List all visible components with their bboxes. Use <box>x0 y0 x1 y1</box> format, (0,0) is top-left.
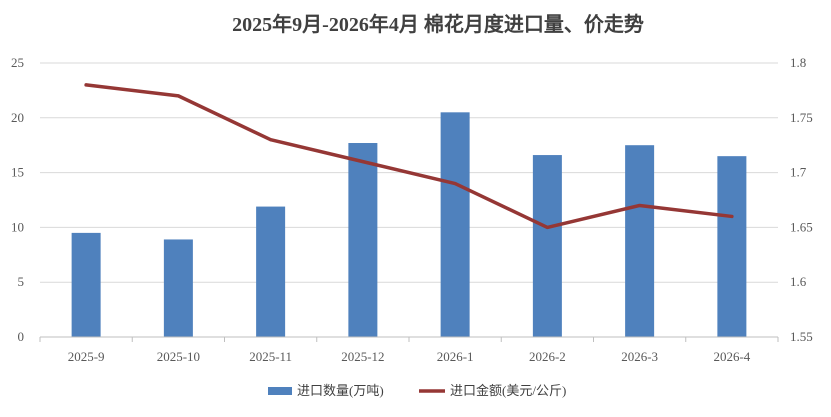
y-right-tick-label: 1.7 <box>790 165 807 180</box>
x-tick-label: 2026-4 <box>713 349 750 364</box>
line-point <box>176 94 180 98</box>
legend-label-line: 进口金额(美元/公斤) <box>450 383 566 398</box>
y-left-tick-label: 0 <box>18 329 25 344</box>
line-point <box>545 225 549 229</box>
chart-title: 2025年9月-2026年4月 棉花月度进口量、价走势 <box>232 12 644 36</box>
y-left-tick-label: 5 <box>18 274 25 289</box>
x-tick-label: 2025-10 <box>157 349 200 364</box>
y-right-tick-label: 1.6 <box>790 274 807 289</box>
x-tick-label: 2025-12 <box>341 349 384 364</box>
line-point <box>453 182 457 186</box>
x-tick-label: 2025-11 <box>249 349 292 364</box>
y-left-tick-label: 10 <box>11 219 24 234</box>
line-layer <box>84 83 734 230</box>
bar <box>163 239 193 337</box>
bar <box>71 232 101 337</box>
series-line <box>84 83 734 230</box>
y-left-tick-label: 15 <box>11 165 24 180</box>
axis-layer: 0 5 10 15 20 25 1.55 1.6 1.65 1.7 1.75 1.8 2025-9 202… <box>11 55 813 364</box>
y-right-tick-label: 1.55 <box>790 329 813 344</box>
bar <box>348 143 378 337</box>
bars-layer <box>71 112 747 337</box>
y-left-tick-label: 25 <box>11 55 24 70</box>
y-left-tick-label: 20 <box>11 110 24 125</box>
line-point <box>84 83 88 87</box>
legend-label-bar: 进口数量(万吨) <box>297 383 384 398</box>
x-tick-label: 2025-9 <box>68 349 105 364</box>
x-tick-label: 2026-2 <box>529 349 566 364</box>
line-point <box>361 160 365 164</box>
x-tick-label: 2026-3 <box>621 349 658 364</box>
x-tick-label: 2026-1 <box>437 349 474 364</box>
y-right-tick-label: 1.8 <box>790 55 806 70</box>
line-point <box>638 203 642 207</box>
line-point <box>269 138 273 142</box>
bar <box>625 145 655 337</box>
line-point <box>730 214 734 218</box>
bar <box>440 112 470 337</box>
bar <box>532 155 562 337</box>
bar <box>256 206 286 337</box>
y-right-tick-label: 1.75 <box>790 110 813 125</box>
legend-swatch-bar <box>268 387 292 395</box>
legend: 进口数量(万吨) 进口金额(美元/公斤) <box>268 383 566 398</box>
y-right-tick-label: 1.65 <box>790 219 813 234</box>
bar <box>717 156 747 337</box>
